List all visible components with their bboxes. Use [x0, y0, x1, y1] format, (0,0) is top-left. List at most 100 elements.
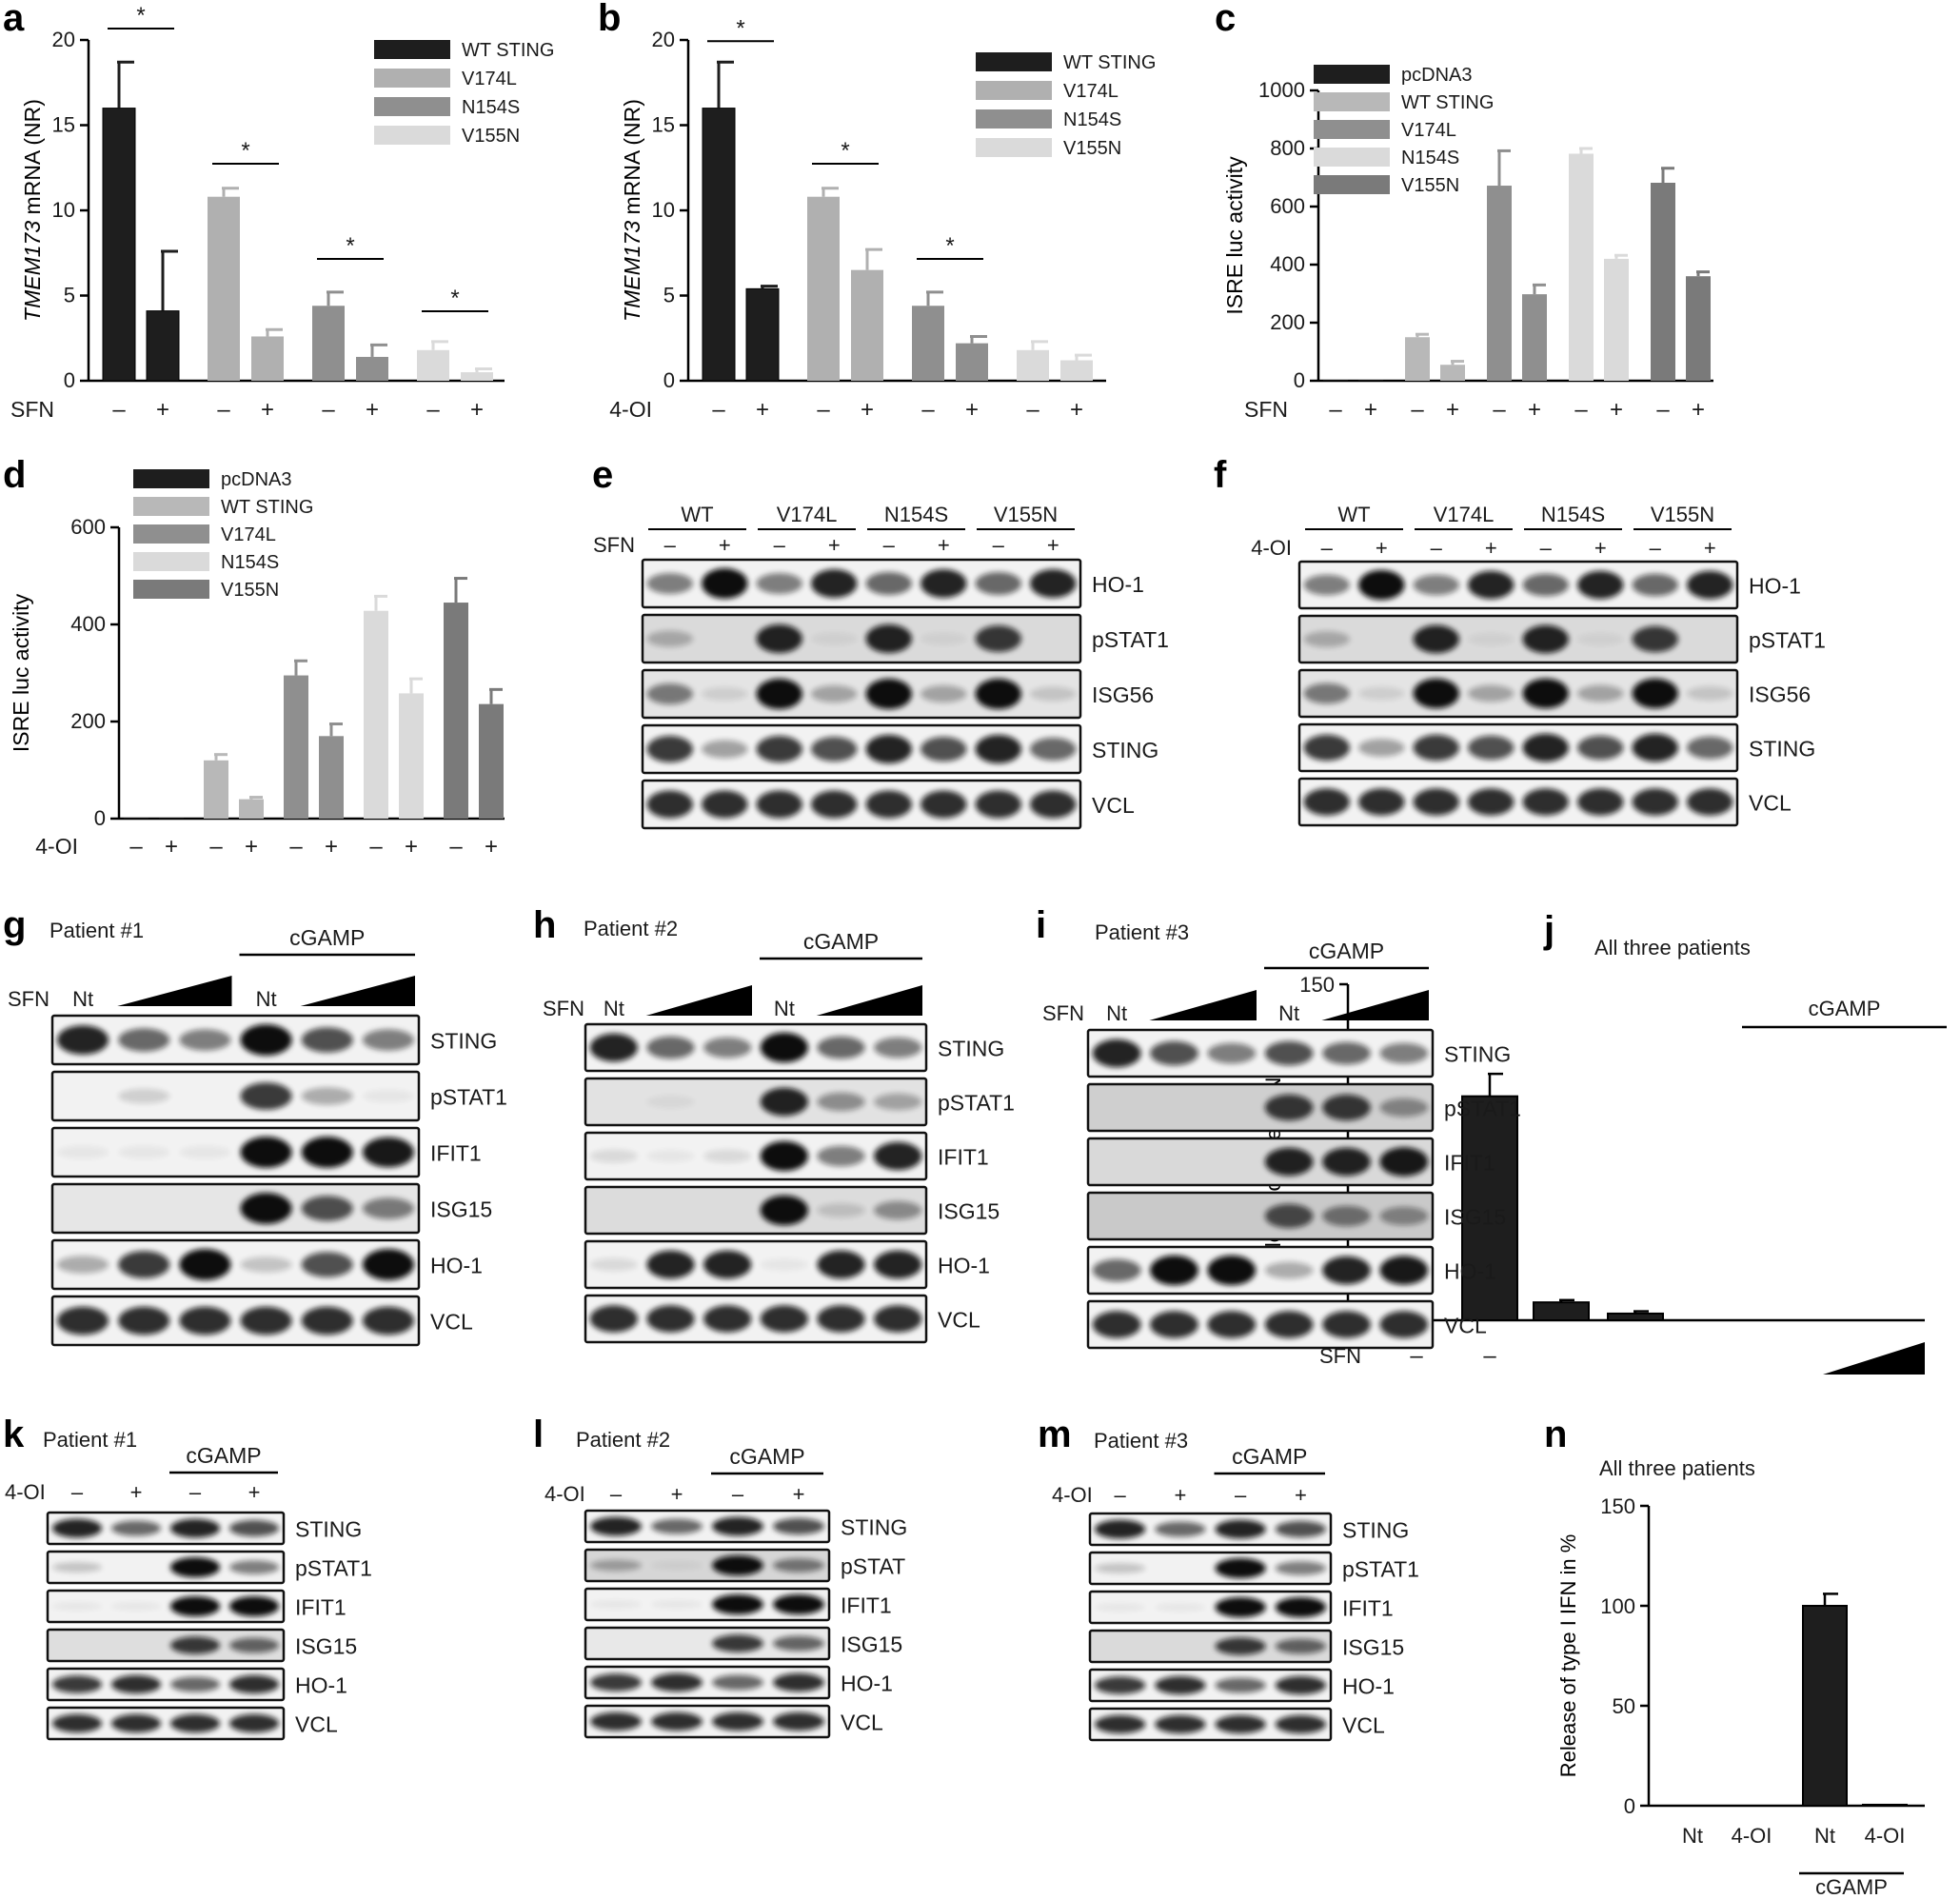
band [301, 1252, 353, 1277]
band [1092, 1258, 1141, 1282]
band [1632, 733, 1678, 762]
legend-swatch [1314, 92, 1390, 111]
band [646, 683, 693, 704]
legend-swatch [133, 580, 209, 599]
band [1632, 573, 1678, 597]
x-tick-label: 4-OI [1865, 1824, 1906, 1848]
band [1522, 573, 1569, 597]
row-label: STING [841, 1515, 907, 1540]
row-label: pSTAT1 [1092, 627, 1169, 652]
band [702, 687, 748, 701]
group-label: WT [1337, 503, 1370, 526]
x-tick-label: – [369, 834, 383, 860]
panel-letter-k: k [3, 1414, 25, 1455]
band [110, 1520, 162, 1536]
row-label: HO-1 [938, 1254, 990, 1278]
band [228, 1674, 280, 1694]
row-label: HO-1 [1092, 572, 1144, 597]
panel-letter-a: a [3, 0, 25, 39]
legend-swatch [133, 552, 209, 571]
band [874, 1305, 922, 1333]
row-label: VCL [1749, 791, 1792, 816]
band [760, 1032, 808, 1063]
band [1275, 1638, 1326, 1654]
legend-swatch [374, 126, 450, 145]
x-tick-label: + [156, 397, 169, 423]
legend-swatch [133, 469, 209, 488]
row-label: pSTAT1 [1342, 1557, 1419, 1582]
band [702, 740, 748, 759]
band [817, 1036, 865, 1059]
band [1303, 631, 1350, 647]
blot-strip [1297, 668, 1739, 719]
row-label: VCL [295, 1712, 338, 1737]
treatment-label: 4-OI [1251, 536, 1292, 560]
band [1379, 1311, 1429, 1338]
band [1468, 633, 1515, 645]
band [179, 1306, 231, 1335]
group-label: V155N [994, 503, 1058, 526]
blot-strip [1297, 777, 1739, 827]
band [712, 1674, 763, 1691]
band [646, 630, 693, 647]
band [1413, 624, 1459, 654]
treatment-label: SFN [1042, 1001, 1084, 1025]
blot-header-g: Patient #1 cGAMP SFN Nt Nt [8, 919, 415, 1011]
panel-letter-m: m [1038, 1414, 1072, 1455]
y-tick-label: 150 [1600, 1494, 1635, 1518]
band [921, 737, 967, 762]
y-tick-label: 200 [1270, 310, 1305, 334]
band [646, 790, 693, 819]
band [651, 1518, 703, 1534]
blot-strip [641, 723, 1082, 775]
bar [251, 336, 284, 381]
y-tick-label: 0 [1294, 368, 1305, 392]
panel-letter-b: b [598, 0, 621, 39]
x-tick-label: – [921, 397, 935, 423]
y-tick-label: 15 [52, 113, 75, 137]
band [1030, 569, 1077, 598]
band [702, 568, 748, 599]
blot-strip [584, 1587, 831, 1622]
band [773, 1635, 824, 1652]
band [1577, 633, 1624, 645]
y-tick-label: 5 [663, 284, 675, 307]
panel-letter-j: j [1543, 909, 1554, 951]
significance-star: * [241, 138, 249, 164]
row-label: VCL [1342, 1713, 1385, 1738]
significance-star: * [945, 233, 954, 259]
row-label: STING [1342, 1518, 1409, 1543]
lane-sign: – [1431, 536, 1443, 560]
legend-swatch [374, 40, 450, 59]
blot-m: STING pSTAT1 IFIT1 ISG15 HO-1 VCL [1088, 1512, 1419, 1742]
dose-wedge [1823, 1342, 1925, 1375]
y-tick-label: 15 [652, 113, 675, 137]
band [703, 1250, 752, 1279]
band [1522, 733, 1569, 762]
row-label: STING [295, 1517, 362, 1542]
band [1264, 1311, 1314, 1338]
dose-wedge [1321, 990, 1429, 1020]
lane-sign: + [828, 533, 841, 557]
band [590, 1559, 642, 1572]
band [1358, 686, 1405, 701]
treatment-label: SFN [593, 533, 635, 557]
band [362, 1137, 414, 1168]
panel-letter-i: i [1036, 904, 1046, 946]
bar [912, 306, 944, 381]
row-label: ISG15 [938, 1199, 1000, 1224]
band [651, 1672, 703, 1692]
row-label: pSTAT1 [1444, 1097, 1521, 1121]
band [57, 1306, 109, 1335]
group-label: V174L [777, 503, 838, 526]
nt-label: Nt [1106, 1001, 1127, 1025]
band [1150, 1311, 1198, 1338]
band [1215, 1596, 1266, 1618]
legend-label: V174L [462, 69, 517, 89]
x-tick-label: + [1692, 397, 1705, 423]
band [1522, 678, 1569, 709]
band [1322, 1147, 1371, 1177]
panel-letter-l: l [533, 1414, 544, 1455]
band [646, 736, 693, 762]
